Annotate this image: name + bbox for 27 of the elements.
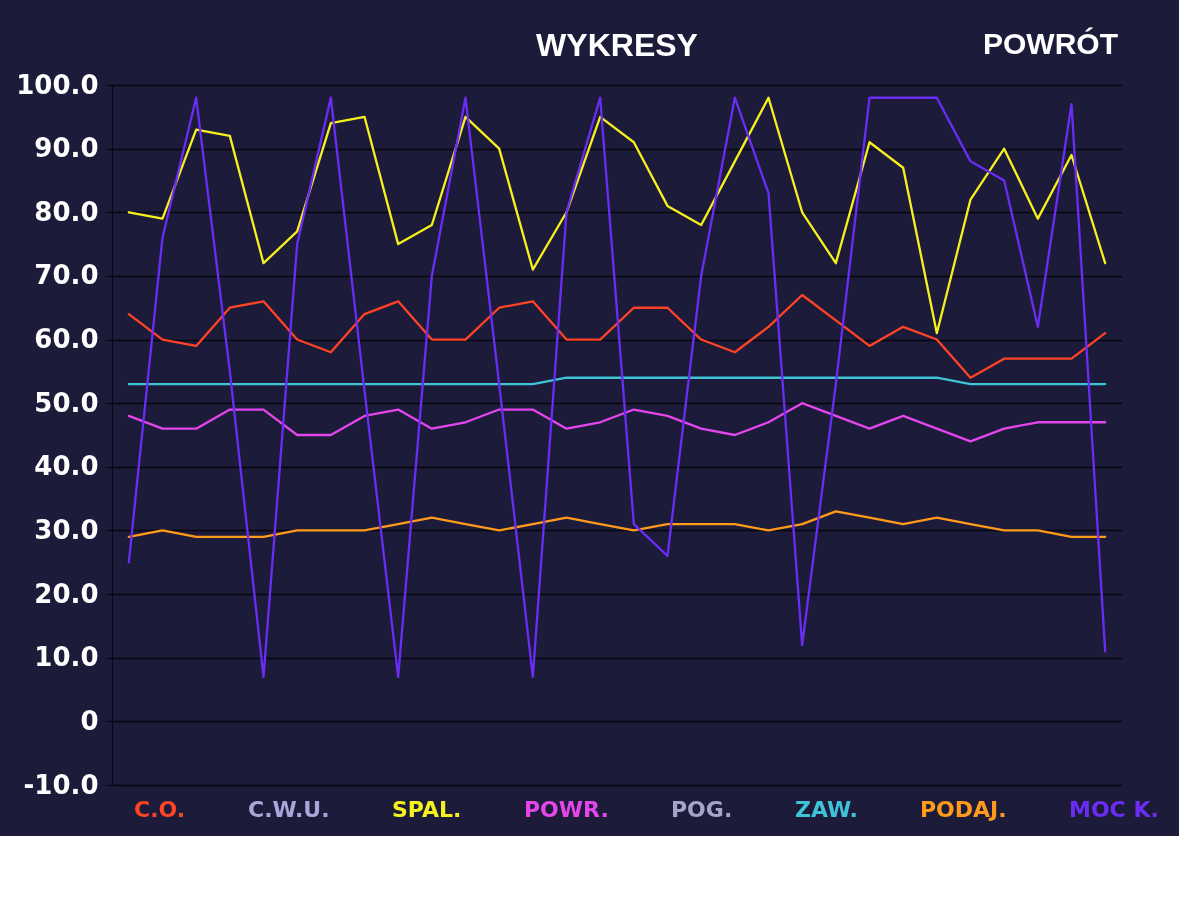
y-tick-label: 50.0 <box>34 387 99 418</box>
chart-title: WYKRESY <box>536 27 698 63</box>
y-tick-label: 30.0 <box>34 514 99 545</box>
line-series <box>127 96 1107 335</box>
y-tick-label: 80.0 <box>34 196 99 227</box>
y-tick-label: 60.0 <box>34 324 99 355</box>
line-series <box>127 402 1107 443</box>
y-tick-label: 100.0 <box>16 69 99 100</box>
text: POWRÓT <box>983 27 1118 60</box>
line-series <box>127 293 1107 379</box>
line-series <box>127 510 1107 538</box>
y-tick-label: 90.0 <box>34 133 99 164</box>
y-tick-label: 40.0 <box>34 451 99 482</box>
text: C.O. <box>134 797 186 822</box>
text: MOC K. <box>1069 797 1159 822</box>
y-tick-label: 10.0 <box>34 642 99 673</box>
y-tick-label: 20.0 <box>34 578 99 609</box>
legend-label: POG. <box>671 797 733 822</box>
y-tick-label: -10.0 <box>23 769 99 800</box>
text: SPAL. <box>392 797 462 822</box>
y-tick-label: 70.0 <box>34 260 99 291</box>
y-tick-label: 0 <box>80 705 99 736</box>
text: PODAJ. <box>920 797 1007 822</box>
text: ZAW. <box>795 797 858 822</box>
line-series <box>127 96 1107 678</box>
text: POWR. <box>524 797 609 822</box>
legend-label: C.W.U. <box>248 797 330 822</box>
